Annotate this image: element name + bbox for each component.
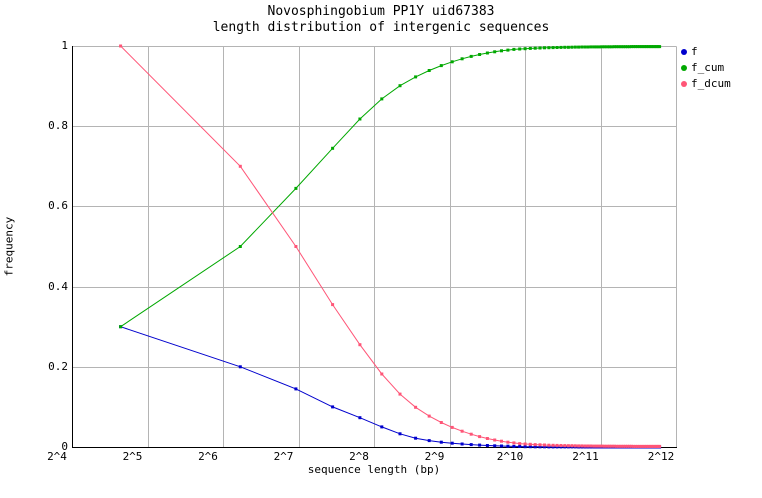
series-f_cum <box>119 45 662 329</box>
page-title: Novosphingobium PP1Y uid67383 <box>267 4 495 19</box>
x-tick-label: 2^11 <box>572 450 599 463</box>
series-f_dcum <box>119 44 662 448</box>
legend-item-f-cum: f_cum <box>676 60 731 76</box>
legend-item-f-dcum: f_dcum <box>676 76 731 92</box>
x-tick-label: 2^12 <box>647 450 675 463</box>
f-series-marker-icon <box>681 49 687 55</box>
legend-label-f-dcum: f_dcum <box>691 77 731 90</box>
x-tick-label: 2^7 <box>273 450 294 463</box>
y-tick-label: 0 <box>61 440 68 453</box>
x-tick-label: 2^9 <box>424 450 445 463</box>
y-tick-label: 0.8 <box>48 119 68 133</box>
legend: f f_cum f_dcum <box>676 44 731 92</box>
y-tick-label: 1 <box>61 39 68 52</box>
chart-subtitle: length distribution of intergenic sequen… <box>212 20 550 35</box>
x-tick-label: 2^8 <box>349 450 369 463</box>
f-dcum-series-marker-icon <box>681 81 687 87</box>
legend-label-f-cum: f_cum <box>691 61 725 74</box>
x-axis-label: sequence length (bp) <box>307 463 441 476</box>
gridlines <box>72 46 677 448</box>
x-tick-label: 2^5 <box>122 450 143 463</box>
y-axis-label: frequency <box>2 216 16 277</box>
y-tick-label: 0.6 <box>48 199 68 213</box>
series-f <box>119 325 662 449</box>
y-tick-label: 0.2 <box>48 359 68 373</box>
f-cum-series-marker-icon <box>681 65 687 71</box>
y-tick-label: 0.4 <box>48 279 68 293</box>
legend-item-f: f <box>676 44 731 60</box>
legend-label-f: f <box>691 45 698 58</box>
x-tick-label: 2^6 <box>198 450 218 463</box>
x-tick-label: 2^4 <box>47 450 67 463</box>
x-tick-label: 2^10 <box>496 450 524 463</box>
